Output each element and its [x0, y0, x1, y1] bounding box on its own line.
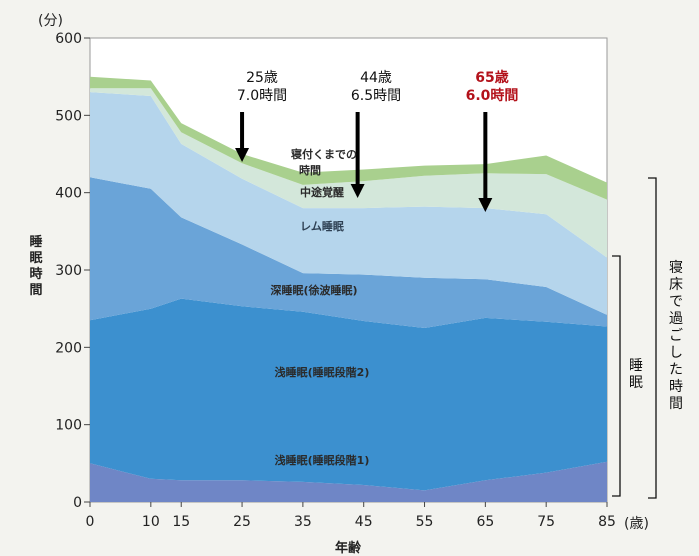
x-axis-title: 年齢: [335, 540, 362, 556]
annotation-age-44: 44歳: [360, 70, 392, 86]
area-label-stage2: 浅睡眠(睡眠段階2): [275, 365, 370, 379]
bracket-bed-label: 寝: [669, 259, 683, 276]
area-series-2: [90, 177, 607, 328]
annotation-time-25: 7.0時間: [237, 88, 287, 104]
area-series-0: [90, 461, 607, 502]
y-axis-title-char: 眠: [29, 251, 42, 266]
area-series-5: [90, 76, 607, 200]
arrow-head-2: [478, 198, 493, 212]
bracket-time-in-bed-line: [648, 177, 657, 499]
x-tick-label: 45: [355, 514, 373, 530]
annotation-arrows: [235, 112, 493, 212]
bracket-sleep-label: 睡: [629, 358, 643, 374]
y-tick-label: 0: [73, 495, 82, 511]
annotation-time-44: 6.5時間: [351, 88, 401, 104]
bracket-sleep-line: [612, 255, 621, 497]
x-tick-label: 0: [86, 514, 95, 530]
y-unit-label: (分): [38, 13, 63, 29]
x-tick-label: 55: [416, 514, 434, 530]
y-axis-title-char: 時: [29, 266, 42, 282]
y-axis-title: 睡 眠 時 間: [29, 234, 42, 298]
stacked-areas: [90, 76, 607, 502]
x-tick-label: 35: [294, 514, 312, 530]
x-tick-label: 15: [172, 514, 190, 530]
arrow-head-1: [350, 184, 365, 198]
y-axis-title-char: 間: [29, 283, 42, 298]
bracket-bed-label: 過: [669, 311, 683, 327]
bracket-time-in-bed: 寝 床 で 過 ご し た 時 間: [648, 177, 683, 499]
bracket-bed-label: し: [669, 345, 683, 361]
annotation-age-65: 65歳: [475, 69, 508, 86]
x-tick-label: 85: [598, 514, 616, 530]
bracket-sleep-label: 眠: [629, 375, 643, 391]
y-tick-label: 100: [55, 418, 82, 434]
area-series-3: [90, 92, 607, 315]
x-tick-label: 10: [142, 514, 160, 530]
area-label-stage1: 浅睡眠(睡眠段階1): [275, 453, 370, 467]
annotation-age-25: 25歳: [246, 70, 278, 86]
area-label-deep: 深睡眠(徐波睡眠): [270, 283, 357, 297]
annotation-time-65: 6.0時間: [466, 87, 519, 104]
x-tick-label: 65: [476, 514, 494, 530]
y-tick-label: 200: [55, 340, 82, 356]
area-series-1: [90, 298, 607, 491]
y-axis-title-char: 睡: [29, 234, 42, 250]
y-tick-label: 300: [55, 263, 82, 279]
x-unit-label: (歳): [624, 516, 649, 532]
bracket-bed-label: 時: [669, 379, 683, 395]
x-tick-label: 75: [537, 514, 555, 530]
y-tick-label: 400: [55, 186, 82, 202]
area-label-rem: レム睡眠: [300, 219, 344, 233]
bracket-bed-label: 床: [669, 277, 683, 293]
area-label-latency-2: 時間: [299, 163, 321, 177]
bracket-bed-label: で: [669, 294, 683, 310]
y-tick-label: 500: [55, 108, 82, 124]
x-tick-label: 25: [233, 514, 251, 530]
area-label-latency-1: 寝付くまでの: [291, 147, 357, 161]
bracket-bed-label: た: [669, 362, 683, 378]
bracket-bed-label: 間: [669, 396, 683, 412]
area-label-waking: 中途覚醒: [300, 185, 344, 199]
bracket-bed-label: ご: [669, 328, 683, 344]
y-tick-label: 600: [55, 31, 82, 47]
axis-ticks: 0 100 200 300 400 500 600 0 10 15 25 35 45 55 65 75 85: [55, 31, 616, 530]
bracket-sleep: 睡 眠: [612, 255, 643, 497]
arrow-head-0: [235, 148, 250, 162]
